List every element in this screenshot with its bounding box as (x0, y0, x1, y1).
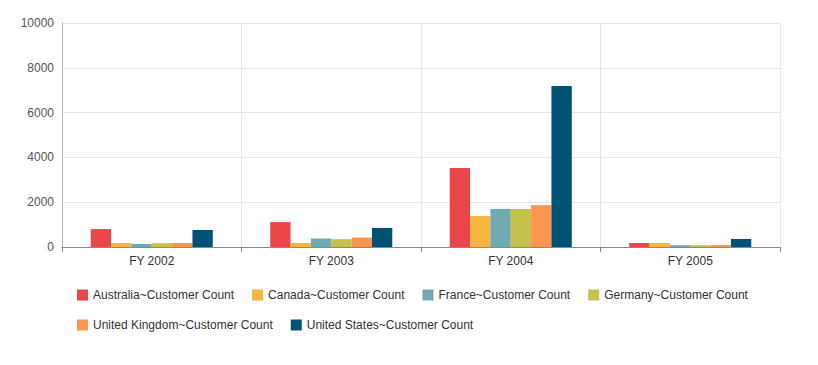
svg-text:10000: 10000 (21, 16, 55, 30)
svg-text:France~Customer Count: France~Customer Count (438, 288, 570, 302)
svg-text:FY 2004: FY 2004 (488, 254, 533, 268)
svg-text:FY 2002: FY 2002 (129, 254, 174, 268)
svg-text:Canada~Customer Count: Canada~Customer Count (268, 288, 405, 302)
svg-text:4000: 4000 (27, 150, 54, 164)
svg-text:FY 2005: FY 2005 (668, 254, 713, 268)
svg-text:8000: 8000 (27, 61, 54, 75)
svg-text:Australia~Customer Count: Australia~Customer Count (93, 288, 235, 302)
svg-text:6000: 6000 (27, 106, 54, 120)
svg-text:Germany~Customer Count: Germany~Customer Count (604, 288, 748, 302)
svg-text:2000: 2000 (27, 195, 54, 209)
svg-text:United Kingdom~Customer Count: United Kingdom~Customer Count (93, 318, 273, 332)
svg-text:0: 0 (47, 240, 54, 254)
svg-text:United States~Customer Count: United States~Customer Count (307, 318, 474, 332)
svg-text:FY 2003: FY 2003 (309, 254, 354, 268)
